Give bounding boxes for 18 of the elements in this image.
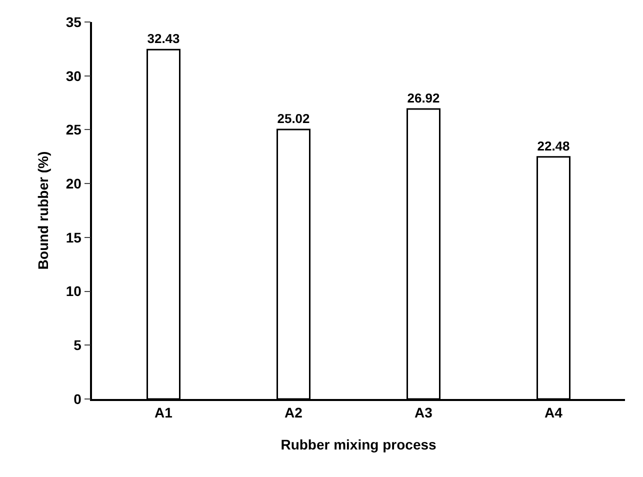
data-label: 26.92 [407,90,440,106]
x-tick-label: A2 [284,404,303,421]
data-label: 25.02 [277,111,310,126]
y-tick-label: 25 [66,122,82,138]
y-tick-label: 30 [66,68,82,84]
data-label: 22.48 [537,138,570,154]
x-axis-title: Rubber mixing process [280,436,437,452]
y-tick-label: 20 [66,175,82,192]
x-tick-label: A3 [414,404,433,421]
y-axis-title: Bound rubber (%) [34,151,51,270]
x-tick-label: A4 [544,404,563,421]
y-tick-label: 15 [66,229,82,246]
y-tick-label: 10 [66,283,82,300]
y-tick-label: 35 [66,14,82,30]
y-tick-label: 0 [74,390,82,407]
y-tick-label: 5 [74,337,82,354]
x-tick-label: A1 [154,404,173,421]
data-label: 32.43 [147,31,180,46]
